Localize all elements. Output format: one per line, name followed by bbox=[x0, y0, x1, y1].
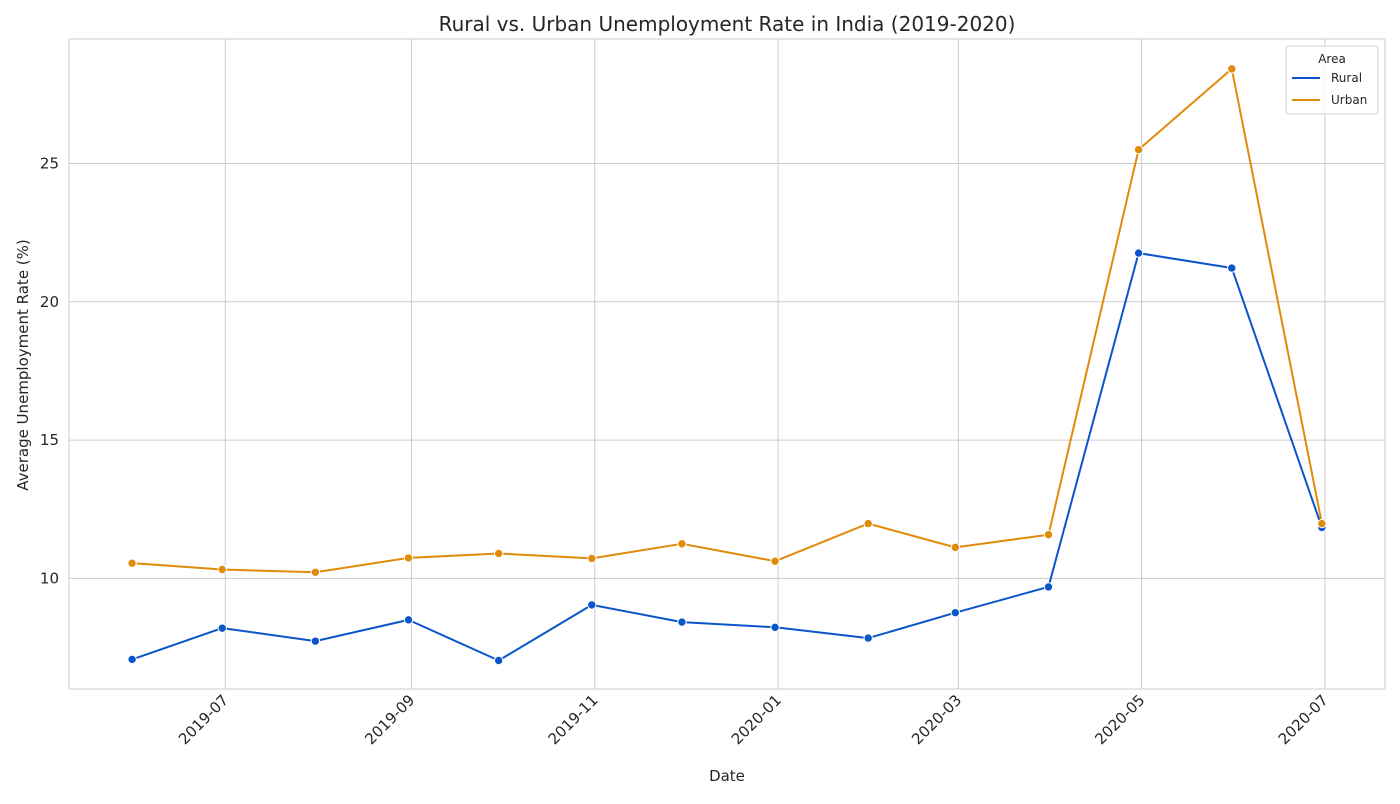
data-point-rural bbox=[1043, 582, 1054, 592]
x-axis-label: Date bbox=[709, 767, 745, 785]
y-axis-label: Average Unemployment Rate (%) bbox=[14, 239, 32, 491]
legend-title: Area bbox=[1318, 52, 1346, 66]
data-point-urban bbox=[1317, 518, 1327, 529]
data-point-urban bbox=[1043, 529, 1054, 540]
data-point-urban bbox=[217, 564, 227, 575]
data-point-rural bbox=[403, 615, 414, 625]
data-point-urban bbox=[950, 542, 961, 553]
data-point-rural bbox=[217, 623, 227, 633]
data-point-rural bbox=[1133, 248, 1144, 258]
legend: Area Rural Urban bbox=[1285, 45, 1379, 115]
data-point-urban bbox=[863, 518, 873, 529]
y-tick-label: 20 bbox=[40, 293, 59, 311]
data-point-rural bbox=[950, 607, 961, 618]
data-point-rural bbox=[310, 636, 321, 646]
x-tick-label: 2019-11 bbox=[545, 691, 602, 748]
series-line-rural bbox=[131, 252, 1323, 662]
data-point-rural bbox=[863, 633, 873, 643]
data-point-urban bbox=[677, 539, 687, 549]
legend-urban-label: Urban bbox=[1331, 93, 1367, 107]
data-point-urban bbox=[310, 567, 321, 577]
data-point-urban bbox=[493, 548, 504, 559]
data-point-urban bbox=[1227, 64, 1237, 74]
y-tick-label: 10 bbox=[40, 569, 59, 587]
data-point-rural bbox=[677, 617, 687, 627]
x-tick-label: 2019-09 bbox=[361, 691, 418, 748]
chart-title: Rural vs. Urban Unemployment Rate in Ind… bbox=[439, 12, 1016, 36]
legend-box bbox=[1285, 45, 1379, 115]
grid-layer bbox=[69, 39, 1385, 689]
x-tick-label: 2020-07 bbox=[1275, 691, 1332, 748]
legend-rural-label: Rural bbox=[1331, 71, 1362, 85]
data-point-urban bbox=[403, 553, 414, 563]
x-tick-label: 2020-03 bbox=[908, 691, 965, 748]
plot-frame bbox=[68, 38, 1386, 690]
data-point-rural bbox=[587, 600, 597, 610]
y-tick-label: 15 bbox=[40, 431, 59, 449]
series-line-urban bbox=[132, 67, 1323, 574]
data-point-rural bbox=[493, 655, 504, 666]
data-point-urban bbox=[587, 553, 597, 564]
series-layer bbox=[127, 64, 1327, 666]
x-tick-label: 2019-07 bbox=[175, 691, 232, 748]
data-point-rural bbox=[770, 622, 780, 633]
data-point-urban bbox=[1133, 144, 1144, 155]
x-tick-label: 2020-05 bbox=[1091, 691, 1148, 748]
data-point-rural bbox=[1227, 263, 1237, 273]
data-point-rural bbox=[127, 654, 137, 665]
data-point-urban bbox=[127, 558, 137, 568]
data-point-urban bbox=[770, 556, 780, 566]
x-tick-label: 2020-01 bbox=[728, 691, 785, 748]
tick-layer: 2019-07 2019-09 2019-11 2020-01 2020-03 2020-… bbox=[40, 154, 1332, 748]
y-tick-label: 25 bbox=[40, 154, 59, 172]
